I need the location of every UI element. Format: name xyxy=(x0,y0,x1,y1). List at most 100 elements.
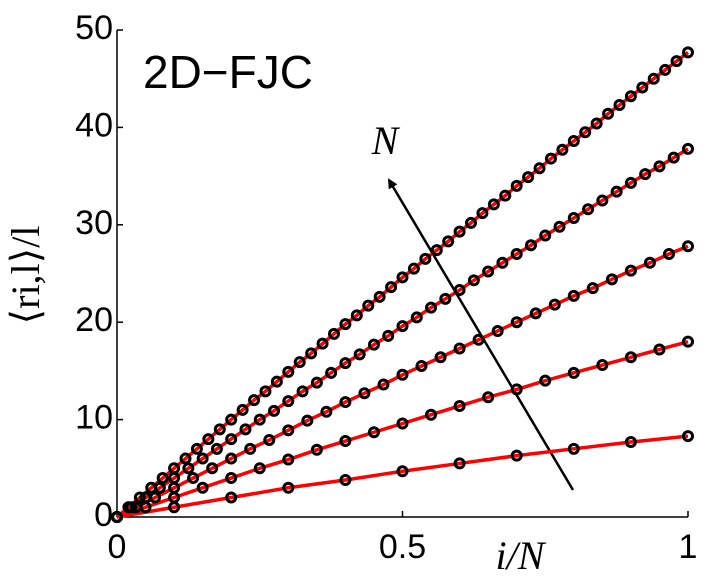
data-point xyxy=(350,309,363,322)
data-point xyxy=(682,430,694,443)
data-point xyxy=(682,240,694,253)
data-point xyxy=(491,324,504,337)
y-axis-label: ⟨ri,l⟩/l xyxy=(3,226,48,325)
data-point xyxy=(510,248,523,261)
data-point xyxy=(613,98,626,111)
data-point xyxy=(396,465,409,478)
data-point xyxy=(253,413,266,426)
data-point xyxy=(382,329,395,342)
data-point xyxy=(225,433,238,446)
data-point xyxy=(533,162,546,175)
data-point xyxy=(202,433,215,446)
data-point xyxy=(196,481,209,494)
data-point xyxy=(282,424,295,437)
series-line xyxy=(116,434,689,519)
y-tick-label: 40 xyxy=(75,106,113,144)
data-point xyxy=(467,274,480,287)
data-point xyxy=(396,271,409,284)
data-point xyxy=(213,423,226,436)
data-point xyxy=(624,436,637,449)
data-point xyxy=(263,434,276,447)
data-point xyxy=(282,365,295,378)
data-point xyxy=(496,256,509,269)
annotation: N xyxy=(371,118,401,163)
data-point xyxy=(225,452,238,465)
data-point xyxy=(425,408,438,421)
data-point xyxy=(539,374,552,387)
data-point xyxy=(139,491,152,504)
data-point xyxy=(419,252,432,265)
data-point xyxy=(410,311,423,324)
data-point xyxy=(582,203,595,216)
data-point xyxy=(373,290,386,303)
data-point xyxy=(465,216,478,229)
data-point xyxy=(624,176,637,189)
y-tick-label: 30 xyxy=(75,204,113,242)
data-point xyxy=(442,235,455,248)
data-point xyxy=(682,335,694,348)
y-tick-label: 20 xyxy=(75,301,113,339)
data-point xyxy=(482,391,495,404)
y-tick-label: 10 xyxy=(75,399,113,437)
data-point xyxy=(339,318,352,331)
data-point xyxy=(239,423,252,436)
data-point xyxy=(396,368,409,381)
data-point xyxy=(122,501,135,514)
data-point xyxy=(624,264,637,277)
data-point xyxy=(133,491,146,504)
data-point xyxy=(662,248,675,261)
data-point xyxy=(472,333,485,346)
data-point xyxy=(610,185,623,198)
data-point xyxy=(567,211,580,224)
data-point xyxy=(510,449,523,462)
data-point xyxy=(225,472,238,485)
data-point xyxy=(439,292,452,305)
data-point xyxy=(206,462,219,475)
data-point xyxy=(339,357,352,370)
data-point xyxy=(453,457,466,470)
data-point xyxy=(653,343,666,356)
data-point xyxy=(301,414,314,427)
data-point xyxy=(653,160,666,173)
data-point xyxy=(647,72,660,85)
data-point xyxy=(225,491,238,504)
data-point xyxy=(553,220,566,233)
series-line xyxy=(116,339,689,519)
data-point xyxy=(353,348,366,361)
data-point xyxy=(579,126,592,139)
data-point xyxy=(453,284,466,297)
data-point xyxy=(253,462,266,475)
data-point xyxy=(339,396,352,409)
data-point xyxy=(339,435,352,448)
data-point xyxy=(415,360,428,373)
data-point xyxy=(482,265,495,278)
data-point xyxy=(325,366,338,379)
data-point xyxy=(544,152,557,165)
data-point xyxy=(430,244,443,257)
y-tick-label: 0 xyxy=(94,496,113,534)
data-point xyxy=(487,198,500,211)
data-point xyxy=(259,385,272,398)
data-point xyxy=(529,307,542,320)
data-point xyxy=(624,90,637,103)
data-point xyxy=(316,337,329,350)
data-point xyxy=(196,452,209,465)
data-point xyxy=(590,117,603,130)
data-point xyxy=(282,395,295,408)
data-point xyxy=(111,511,123,523)
data-point xyxy=(377,378,390,391)
x-tick-label: 0 xyxy=(108,528,127,566)
x-tick-label: 0.5 xyxy=(379,528,426,566)
data-point xyxy=(225,413,238,426)
data-point xyxy=(567,366,580,379)
data-point xyxy=(210,442,223,455)
data-point xyxy=(270,375,283,388)
data-point xyxy=(367,338,380,351)
data-point xyxy=(248,394,261,407)
data-point xyxy=(596,194,609,207)
data-point xyxy=(407,262,420,275)
data-point xyxy=(362,299,375,312)
data-point xyxy=(567,135,580,148)
series-line xyxy=(116,244,689,519)
data-point xyxy=(453,342,466,355)
